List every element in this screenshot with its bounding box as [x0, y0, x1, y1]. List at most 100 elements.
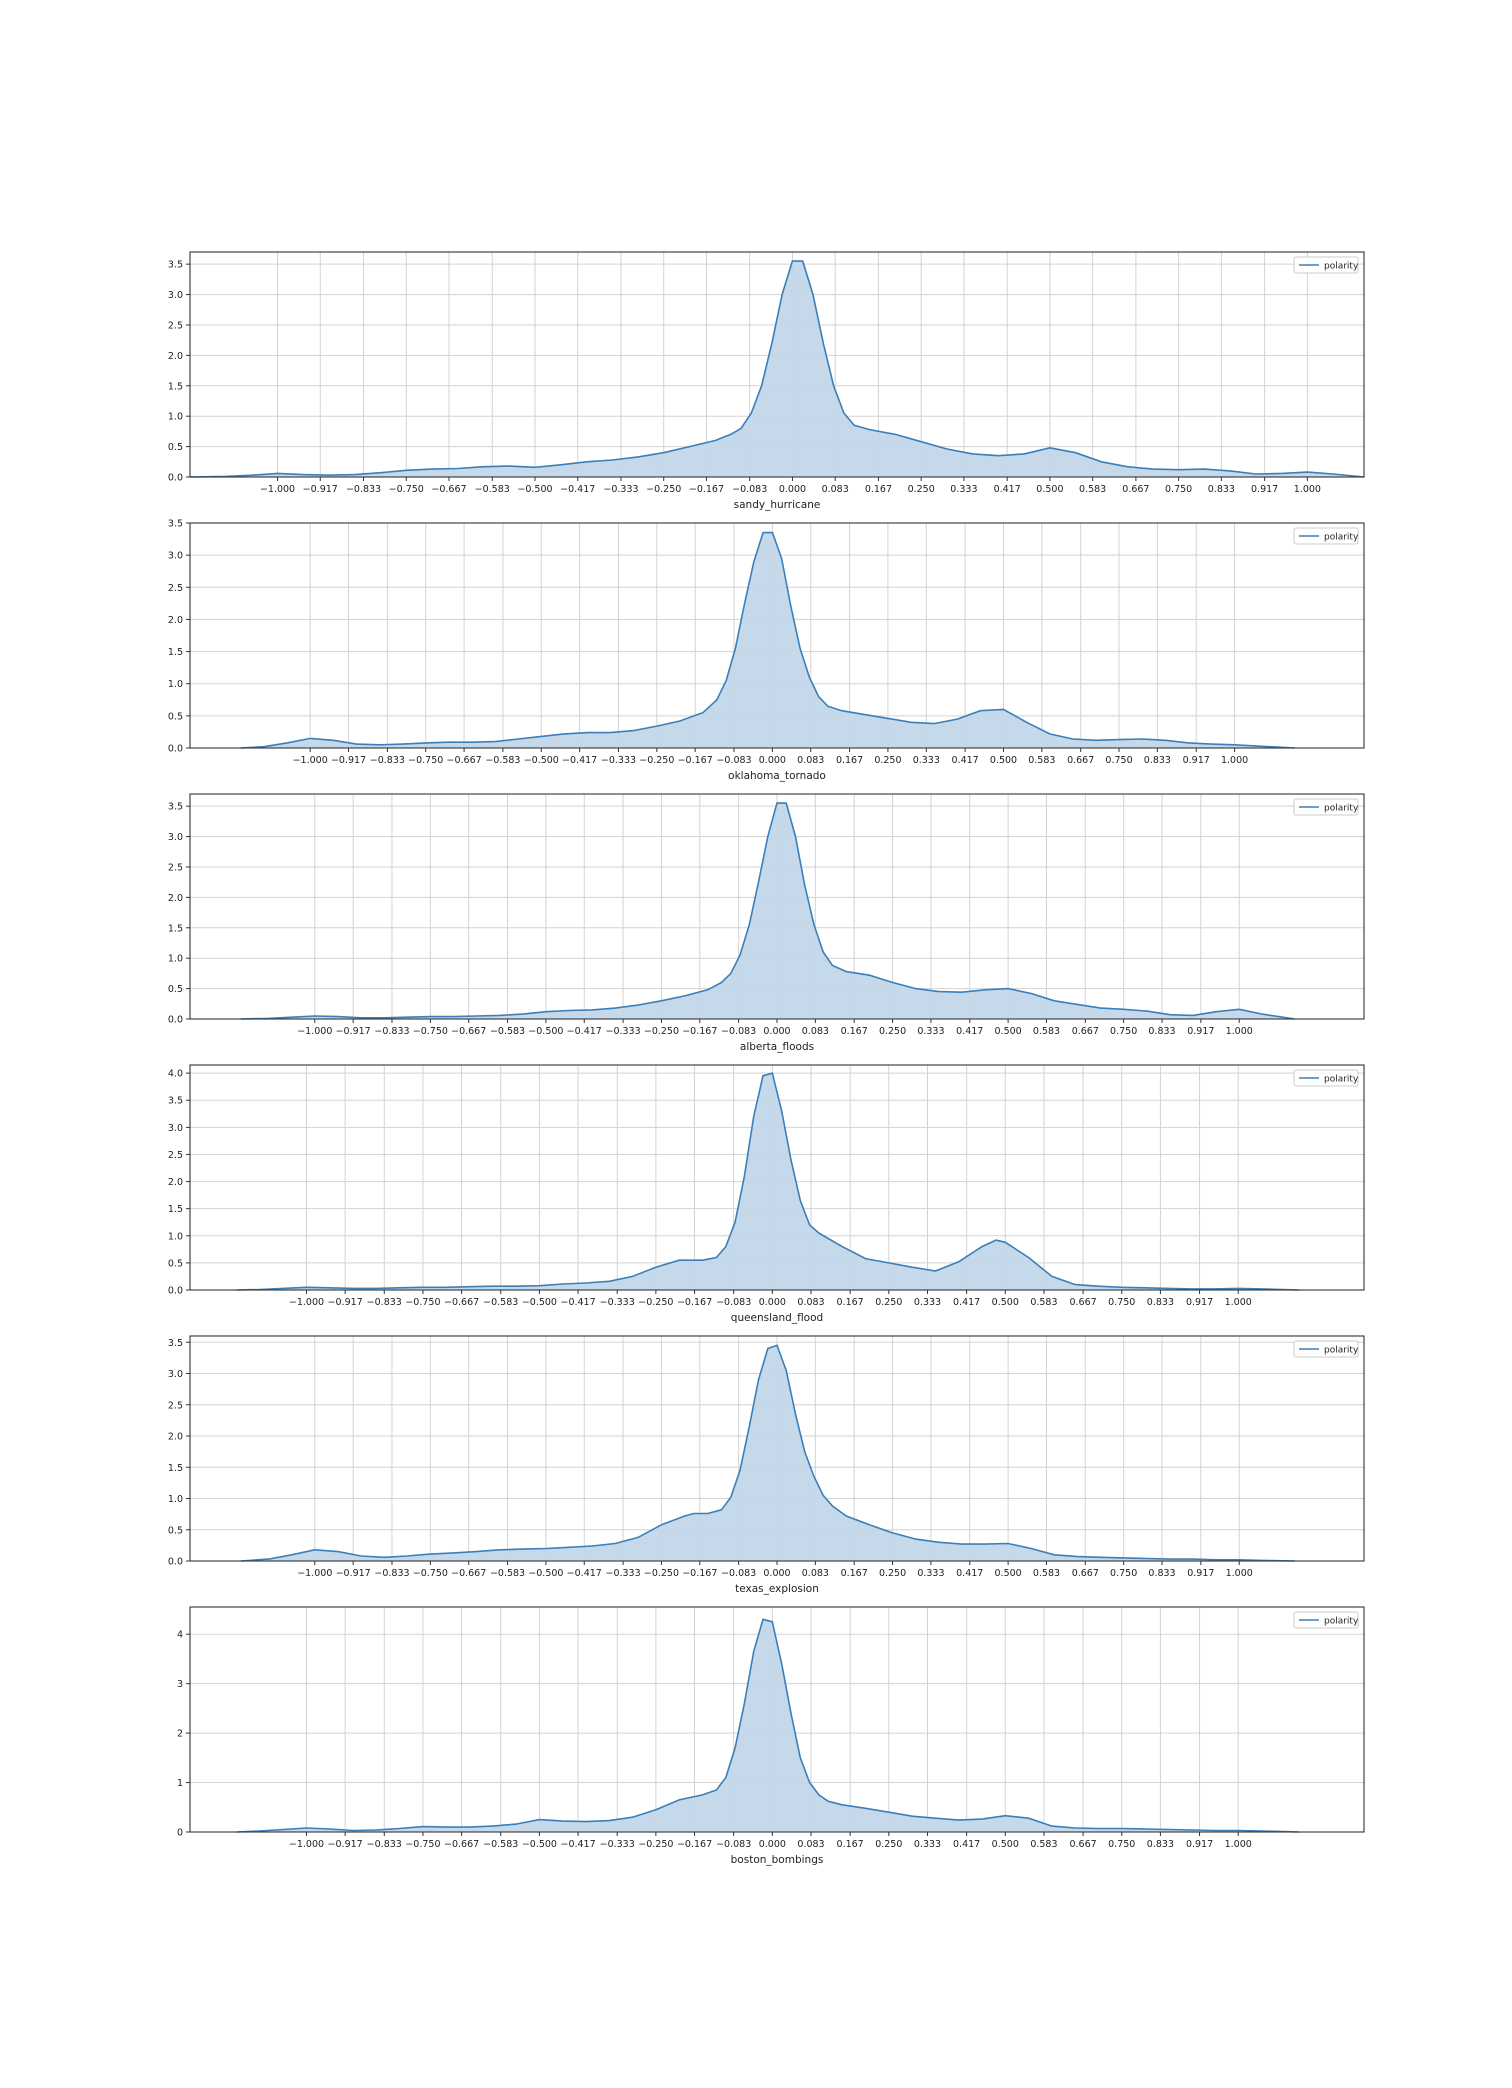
y-tick-label: 1.5	[168, 647, 183, 658]
x-axis-title: boston_bombings	[731, 1854, 824, 1866]
legend-box	[1293, 798, 1359, 816]
legend-box	[1293, 527, 1359, 545]
x-tick-label: −0.833	[367, 1839, 402, 1850]
y-tick-label: 0.0	[168, 1286, 183, 1297]
x-tick-label: 0.667	[1072, 1026, 1099, 1037]
x-tick-label: 0.500	[1036, 484, 1063, 495]
y-tick-label: 0.5	[168, 984, 183, 995]
legend-label: polarity	[1324, 1346, 1359, 1356]
x-tick-label: −0.500	[522, 1839, 557, 1850]
x-tick-label: 0.250	[875, 1297, 902, 1308]
x-tick-label: 0.167	[837, 1839, 864, 1850]
x-tick-label: 0.417	[956, 1026, 983, 1037]
x-tick-label: 0.667	[1122, 484, 1149, 495]
x-tick-label: −0.333	[605, 1568, 640, 1579]
y-tick-label: 0.0	[168, 1557, 183, 1568]
density-area	[240, 532, 1295, 748]
x-tick-label: 0.833	[1208, 484, 1235, 495]
x-tick-label: −0.167	[678, 755, 713, 766]
x-tick-label: 0.083	[797, 755, 824, 766]
x-tick-label: 0.917	[1186, 1839, 1213, 1850]
x-tick-label: −0.167	[682, 1568, 717, 1579]
x-tick-label: −0.417	[562, 755, 597, 766]
subplot-oklahoma_tornado: −1.000 −0.917 −0.833 −0.750 −0.667 −0.583 −0.5…	[168, 519, 1365, 782]
x-tick-label: −0.750	[405, 1297, 440, 1308]
x-tick-label: 0.500	[992, 1297, 1019, 1308]
x-tick-label: 0.833	[1148, 1568, 1175, 1579]
x-tick-label: −1.000	[293, 755, 328, 766]
x-axis-title: texas_explosion	[735, 1583, 819, 1595]
x-tick-label: −0.417	[567, 1026, 602, 1037]
x-tick-label: −0.917	[331, 755, 366, 766]
x-tick-label: 0.667	[1069, 1839, 1096, 1850]
x-tick-label: 0.833	[1144, 755, 1171, 766]
y-tick-label: 2.0	[168, 351, 183, 362]
y-tick-label: 1.0	[168, 412, 183, 423]
y-tick-label: 2.5	[168, 1400, 183, 1411]
y-tick-label: 2.0	[168, 1177, 183, 1188]
x-tick-label: 0.833	[1147, 1839, 1174, 1850]
x-tick-label: −0.833	[370, 755, 405, 766]
x-tick-label: −0.167	[677, 1297, 712, 1308]
x-tick-label: −1.000	[297, 1568, 332, 1579]
x-tick-label: −0.417	[567, 1568, 602, 1579]
density-area	[240, 1345, 1295, 1561]
x-tick-label: −0.750	[413, 1568, 448, 1579]
x-tick-label: −0.833	[374, 1568, 409, 1579]
x-tick-label: 0.917	[1187, 1568, 1214, 1579]
x-tick-label: −0.167	[677, 1839, 712, 1850]
x-tick-label: −0.667	[451, 1026, 486, 1037]
x-tick-label: 0.167	[836, 755, 863, 766]
x-tick-label: −0.917	[303, 484, 338, 495]
legend-box	[1293, 1069, 1359, 1087]
y-tick-label: 2.0	[168, 615, 183, 626]
x-tick-label: −0.083	[732, 484, 767, 495]
y-tick-label: 1.5	[168, 1463, 183, 1474]
x-tick-label: 0.583	[1033, 1568, 1060, 1579]
y-tick-label: 1.0	[168, 1231, 183, 1242]
x-tick-label: 0.333	[917, 1026, 944, 1037]
x-tick-label: 0.167	[841, 1026, 868, 1037]
density-line	[240, 1344, 1295, 1562]
x-tick-label: −0.250	[638, 1297, 673, 1308]
x-tick-label: 0.917	[1183, 755, 1210, 766]
density-line	[236, 1072, 1299, 1291]
x-tick-label: −0.833	[367, 1297, 402, 1308]
y-tick-label: 2.5	[168, 583, 183, 594]
legend: polarity	[1293, 256, 1359, 274]
subplot-texas_explosion: −1.000 −0.917 −0.833 −0.750 −0.667 −0.583 −0.5…	[168, 1335, 1365, 1595]
x-tick-label: −0.333	[603, 484, 638, 495]
legend: polarity	[1293, 1611, 1359, 1629]
x-axis-title: oklahoma_tornado	[728, 770, 826, 782]
x-tick-label: 0.750	[1110, 1026, 1137, 1037]
x-tick-label: 1.000	[1294, 484, 1321, 495]
x-tick-label: 1.000	[1226, 1026, 1253, 1037]
x-tick-label: 0.750	[1108, 1839, 1135, 1850]
x-tick-label: 0.083	[797, 1839, 824, 1850]
legend: polarity	[1293, 798, 1359, 816]
x-axis-title: alberta_floods	[740, 1041, 814, 1053]
x-tick-label: 0.333	[950, 484, 977, 495]
x-tick-label: −0.167	[682, 1026, 717, 1037]
x-tick-label: −0.917	[328, 1839, 363, 1850]
x-tick-label: −0.083	[721, 1026, 756, 1037]
x-tick-label: 0.750	[1165, 484, 1192, 495]
y-tick-label: 1.0	[168, 679, 183, 690]
x-tick-label: −0.833	[374, 1026, 409, 1037]
y-tick-label: 1	[177, 1778, 183, 1789]
x-tick-label: 0.167	[841, 1568, 868, 1579]
x-tick-label: 0.417	[994, 484, 1021, 495]
y-tick-label: 3.5	[168, 1338, 183, 1349]
x-tick-label: 0.917	[1186, 1297, 1213, 1308]
x-tick-label: −0.583	[483, 1839, 518, 1850]
y-tick-label: 3.5	[168, 1096, 183, 1107]
density-area	[240, 803, 1295, 1019]
x-tick-label: −0.583	[490, 1568, 525, 1579]
x-tick-label: 0.750	[1105, 755, 1132, 766]
x-tick-label: −0.250	[639, 755, 674, 766]
y-tick-label: 3.0	[168, 290, 183, 301]
x-tick-label: −0.667	[447, 755, 482, 766]
x-tick-label: 0.000	[763, 1026, 790, 1037]
x-tick-label: 0.667	[1072, 1568, 1099, 1579]
